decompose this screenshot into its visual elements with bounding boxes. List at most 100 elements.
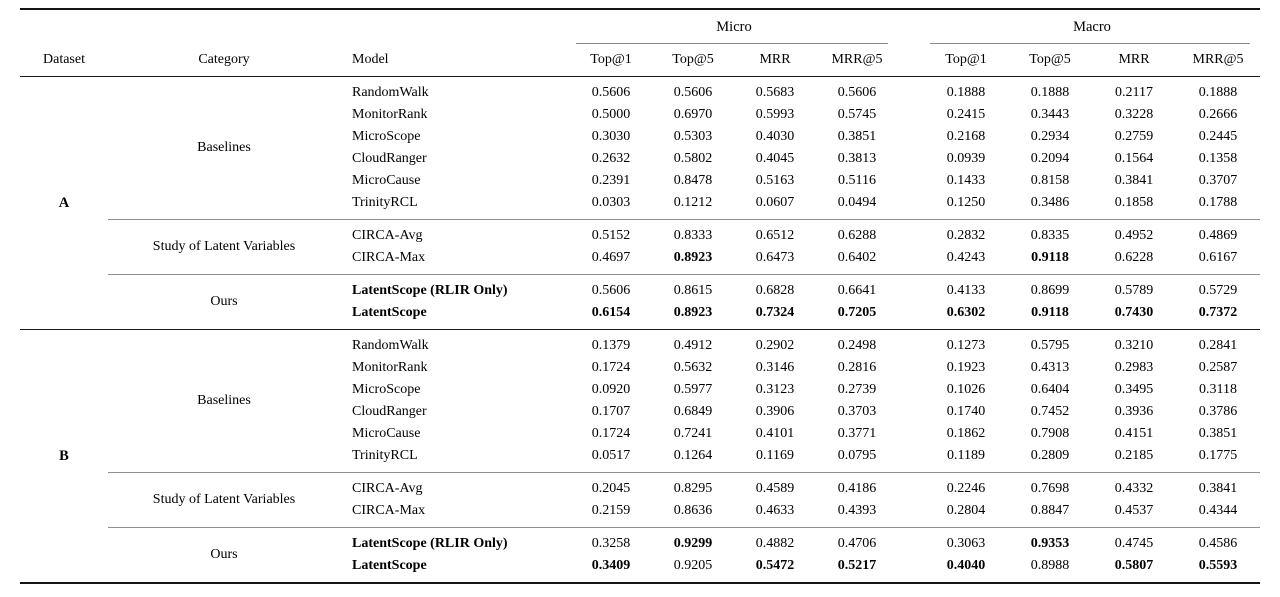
value-cell: 0.1189 [947,448,985,463]
micro-mrr5-header: MRR@5 [816,44,898,77]
model-label: LatentScope (RLIR Only) [340,274,570,302]
table-row: CIRCA-Max 0.2159 0.8636 0.4633 0.4393 0.2804 0… [20,500,1260,528]
value-cell: 0.3813 [837,151,877,166]
value-cell: 0.4344 [1198,503,1238,518]
value-cell: 0.3906 [755,404,795,419]
value-cell: 0.8158 [1030,173,1070,188]
value-cell: 0.2759 [1114,129,1154,144]
value-cell: 0.5116 [838,173,876,188]
value-cell: 0.0607 [755,195,795,210]
model-label: CloudRanger [352,151,427,166]
column-header-row: Dataset Category Model Top@1 Top@5 MRR M… [20,44,1261,77]
value-cell: 0.7205 [837,305,877,320]
value-cell: 0.2804 [946,503,986,518]
value-cell: 0.5606 [570,274,652,302]
table-row: MicroCause 0.1724 0.7241 0.4101 0.3771 0.1862… [20,423,1260,445]
table-row: MonitorRank 0.5000 0.6970 0.5993 0.5745 0.241… [20,104,1260,126]
table-row: TrinityRCL 0.0303 0.1212 0.0607 0.0494 0.1250… [20,192,1260,220]
macro-top1-header: Top@1 [924,44,1008,77]
column-gap [898,247,924,275]
model-label: CIRCA-Avg [340,472,570,500]
micro-group-header: Micro [570,9,898,44]
value-cell: 0.2117 [1115,85,1153,100]
value-cell: 0.2168 [946,129,986,144]
model-label: TrinityRCL [352,195,418,210]
table-row: TrinityRCL 0.0517 0.1264 0.1169 0.0795 0.1189… [20,445,1260,473]
table-row: CloudRanger 0.2632 0.5802 0.4045 0.3813 0.093… [20,148,1260,170]
value-cell: 0.3841 [1176,472,1261,500]
micro-top1-header: Top@1 [570,44,652,77]
column-gap [898,423,924,445]
model-label: CIRCA-Max [352,250,426,265]
category-label: Study of Latent Variables [108,472,340,528]
model-label: CIRCA-Max [352,503,426,518]
dataset-label: B [20,329,108,583]
value-cell: 0.2587 [1198,360,1238,375]
value-cell: 0.8335 [1008,219,1092,247]
column-gap [898,302,924,330]
model-label: CloudRanger [352,404,427,419]
value-cell: 0.4697 [591,250,631,265]
model-label: RandomWalk [340,329,570,357]
column-gap [898,329,924,357]
value-cell: 0.4912 [652,329,734,357]
value-cell: 0.2498 [816,329,898,357]
value-cell: 0.2841 [1176,329,1261,357]
model-label: MicroScope [352,382,421,397]
value-cell: 0.4186 [816,472,898,500]
value-cell: 0.2094 [1030,151,1070,166]
value-cell: 0.0939 [946,151,986,166]
value-cell: 0.6228 [1114,250,1154,265]
value-cell: 0.6828 [734,274,816,302]
column-gap [898,401,924,423]
macro-top5-header: Top@5 [1008,44,1092,77]
value-cell: 0.5745 [837,107,877,122]
column-gap [898,357,924,379]
value-cell: 0.4869 [1176,219,1261,247]
value-cell: 0.4243 [946,250,986,265]
value-cell: 0.1564 [1114,151,1154,166]
value-cell: 0.2983 [1114,360,1154,375]
value-cell: 0.9299 [652,527,734,555]
value-cell: 0.3030 [591,129,631,144]
table-row: MicroScope 0.3030 0.5303 0.4030 0.3851 0.2168… [20,126,1260,148]
value-cell: 0.7908 [1030,426,1070,441]
column-gap [898,472,924,500]
value-cell: 0.3443 [1030,107,1070,122]
value-cell: 0.3486 [1030,195,1070,210]
value-cell: 0.0303 [591,195,631,210]
model-label: MonitorRank [352,107,428,122]
group-header-blank [20,9,570,44]
column-gap [898,44,924,77]
value-cell: 0.5152 [570,219,652,247]
table-row: MonitorRank 0.1724 0.5632 0.3146 0.2816 0.192… [20,357,1260,379]
page: Micro Macro Dataset Category Model Top@1… [20,8,1261,584]
value-cell: 0.9205 [673,558,713,573]
value-cell: 0.2739 [837,382,877,397]
value-cell: 0.3707 [1198,173,1238,188]
value-cell: 0.3228 [1114,107,1154,122]
value-cell: 0.3851 [837,129,877,144]
value-cell: 0.4332 [1092,472,1176,500]
value-cell: 0.3771 [837,426,877,441]
value-cell: 0.7430 [1114,305,1154,320]
dataset-column-header: Dataset [20,44,108,77]
model-label: MicroScope [352,129,421,144]
value-cell: 0.1862 [946,426,986,441]
value-cell: 0.7324 [755,305,795,320]
value-cell: 0.6641 [816,274,898,302]
model-label: CIRCA-Avg [340,219,570,247]
value-cell: 0.5632 [673,360,713,375]
value-cell: 0.5303 [673,129,713,144]
value-cell: 0.0795 [837,448,877,463]
value-cell: 0.4952 [1092,219,1176,247]
value-cell: 0.3841 [1114,173,1154,188]
value-cell: 0.1888 [1030,85,1070,100]
value-cell: 0.8699 [1008,274,1092,302]
table-row: B Baselines RandomWalk 0.1379 0.4912 0.2902 0.… [20,329,1261,583]
value-cell: 0.1724 [591,426,631,441]
table-row: Ours LatentScope (RLIR Only) 0.3258 0.9299 0… [20,527,1261,583]
value-cell: 0.1273 [924,329,1008,357]
value-cell: 0.2045 [570,472,652,500]
model-column-header: Model [340,44,570,77]
